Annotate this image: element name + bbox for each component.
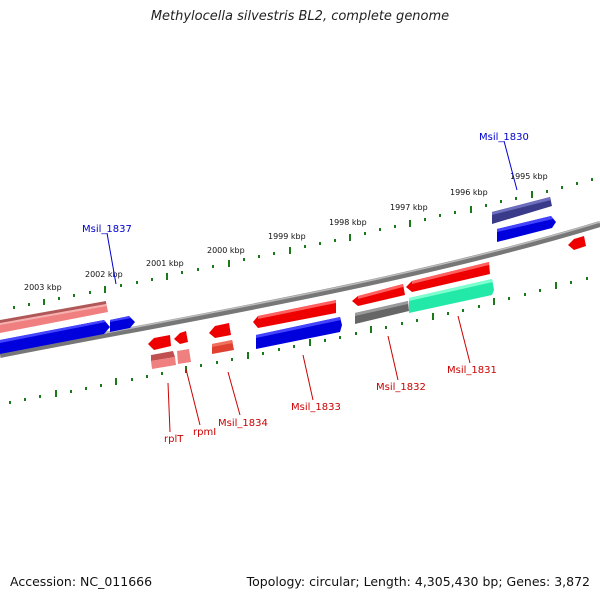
tick-labels: 2003 kbp 2002 kbp 2001 kbp 2000 kbp 1999…	[24, 172, 548, 292]
map-title: Methylocella silvestris BL2, complete ge…	[150, 9, 450, 24]
gene-feature[interactable]	[148, 335, 171, 350]
gene-feature[interactable]	[0, 320, 110, 354]
leader-lines	[106, 140, 518, 433]
forward-strand-features	[0, 197, 586, 354]
gene-feature[interactable]	[256, 317, 342, 349]
tick-label: 1999 kbp	[268, 232, 306, 241]
reverse-strand-features	[148, 323, 234, 369]
gene-label-msil-1832: Msil_1832	[376, 382, 426, 393]
tick-label: 1996 kbp	[450, 188, 488, 197]
inner-tick-row	[9, 277, 588, 404]
gene-label-msil-1833: Msil_1833	[291, 402, 341, 413]
gene-label-msil-1830: Msil_1830	[479, 132, 529, 143]
tick-label: 1998 kbp	[329, 218, 367, 227]
gene-feature[interactable]	[209, 323, 231, 338]
tick-label: 2002 kbp	[85, 270, 123, 279]
tick-label: 2003 kbp	[24, 283, 62, 292]
gene-label-msil-1831: Msil_1831	[447, 365, 497, 376]
gene-feature[interactable]	[568, 236, 586, 250]
gene-feature[interactable]	[497, 216, 556, 242]
gene-feature[interactable]	[492, 197, 552, 224]
tick-label: 1995 kbp	[510, 172, 548, 181]
outer-tick-row	[13, 178, 593, 309]
tick-label: 2000 kbp	[207, 246, 245, 255]
accession-text: Accession: NC_011666	[10, 574, 153, 589]
genome-backbone	[0, 221, 600, 358]
tick-label: 2001 kbp	[146, 259, 184, 268]
genome-summary-text: Topology: circular; Length: 4,305,430 bp…	[246, 574, 590, 589]
gene-feature[interactable]	[174, 331, 188, 344]
gene-labels: Msil_1830 Msil_1837 rplT rpmI Msil_1834 …	[82, 132, 529, 445]
gene-label-msil-1837: Msil_1837	[82, 224, 132, 235]
gene-feature[interactable]	[409, 279, 494, 313]
gene-label-msil-1834: Msil_1834	[218, 418, 268, 429]
gene-label-rpmI: rpmI	[193, 427, 216, 438]
tick-label: 1997 kbp	[390, 203, 428, 212]
gene-label-rplT: rplT	[164, 434, 184, 445]
